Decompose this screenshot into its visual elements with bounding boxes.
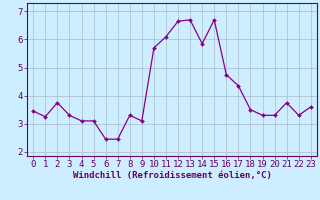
X-axis label: Windchill (Refroidissement éolien,°C): Windchill (Refroidissement éolien,°C) (73, 171, 271, 180)
